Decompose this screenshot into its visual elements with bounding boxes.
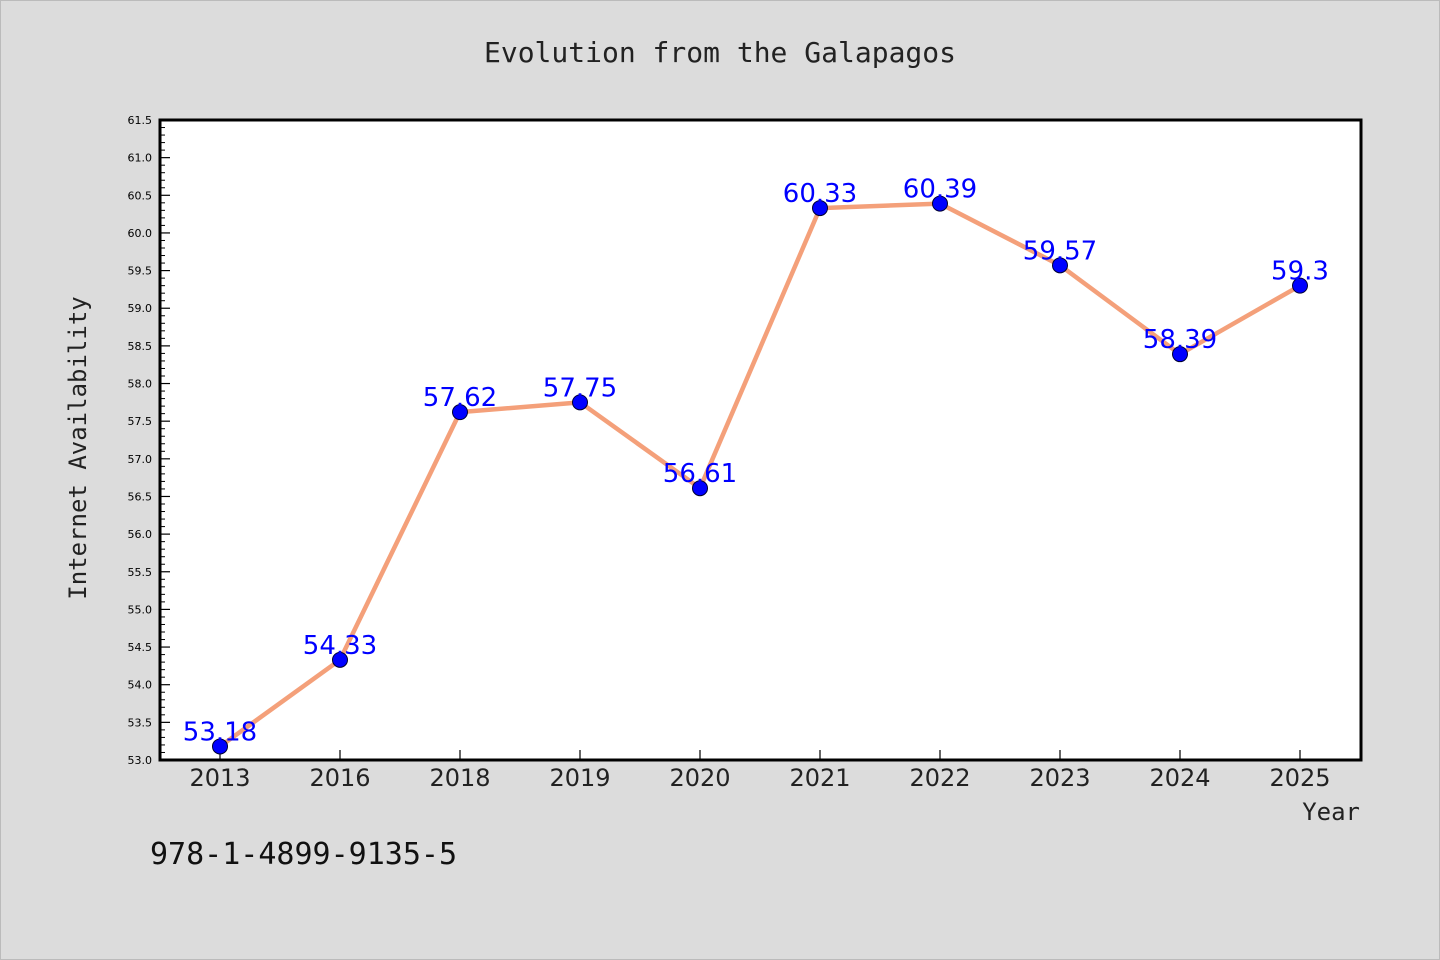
series-line-group <box>212 195 1308 755</box>
data-labels: 53.18 54.33 57.62 57.75 56.61 60.33 60.39 59.57… <box>183 175 1329 748</box>
y-tick-label: 61.5 <box>128 114 153 127</box>
isbn-text: 978-1-4899-9135-5 <box>150 837 457 872</box>
data-label: 56.61 <box>663 459 737 489</box>
x-axis: 2013 2016 2018 2019 2020 2021 2022 2023 2024 2025 <box>189 750 1331 792</box>
x-tick-label: 2013 <box>189 764 250 792</box>
chart-title: Evolution from the Galapagos <box>484 36 956 69</box>
y-tick-label: 55.5 <box>128 566 153 579</box>
y-tick-label: 56.5 <box>128 490 153 503</box>
x-tick-label: 2024 <box>1149 764 1210 792</box>
data-label: 57.62 <box>423 383 497 413</box>
x-tick-label: 2016 <box>309 764 370 792</box>
x-tick-label: 2021 <box>789 764 850 792</box>
data-label: 59.3 <box>1271 257 1329 287</box>
y-tick-label: 53.5 <box>128 716 153 729</box>
x-tick-label: 2020 <box>669 764 730 792</box>
data-label: 57.75 <box>543 373 617 403</box>
y-tick-label: 58.5 <box>128 340 153 353</box>
data-point-marker <box>1052 257 1068 274</box>
data-point-marker <box>452 404 468 421</box>
data-point-marker <box>572 394 588 411</box>
x-tick-label: 2023 <box>1029 764 1090 792</box>
y-tick-label: 54.0 <box>128 679 153 692</box>
data-point-marker <box>332 651 348 668</box>
y-tick-label: 58.0 <box>128 378 153 391</box>
x-tick-label: 2018 <box>429 764 490 792</box>
data-point-marker <box>212 738 228 755</box>
x-axis-label: Year <box>1302 798 1360 826</box>
x-tick-label: 2019 <box>549 764 610 792</box>
x-tick-label: 2022 <box>909 764 970 792</box>
y-axis-label: Internet Availability <box>64 296 92 599</box>
data-label: 54.33 <box>303 631 377 661</box>
data-point-marker <box>1172 346 1188 363</box>
series-line <box>217 201 1303 749</box>
y-tick-label: 59.0 <box>128 302 153 315</box>
data-label: 60.33 <box>783 179 857 209</box>
y-tick-label: 61.0 <box>128 152 153 165</box>
y-tick-label: 59.5 <box>128 265 153 278</box>
data-point-marker <box>932 195 948 212</box>
y-tick-label: 55.0 <box>128 603 153 616</box>
y-tick-label: 57.5 <box>128 415 153 428</box>
plot-area <box>158 118 1363 762</box>
data-label: 53.18 <box>183 717 257 747</box>
data-label: 59.57 <box>1023 236 1097 266</box>
y-tick-label: 56.0 <box>128 528 153 541</box>
y-tick-label: 57.0 <box>128 453 153 466</box>
y-tick-label: 53.0 <box>128 754 153 767</box>
y-tick-label: 60.0 <box>128 227 153 240</box>
data-label: 60.39 <box>903 175 977 205</box>
x-tick-label: 2025 <box>1269 764 1330 792</box>
data-point-marker <box>812 200 828 217</box>
data-point-marker <box>692 480 708 497</box>
data-point-marker <box>1292 277 1308 294</box>
y-tick-label: 54.5 <box>128 641 153 654</box>
data-label: 58.39 <box>1143 325 1217 355</box>
y-tick-label: 60.5 <box>128 189 153 202</box>
y-axis: 53.0 53.5 54.0 54.5 55.0 55.5 56.0 56.5 57.0 57.5… <box>128 114 170 767</box>
